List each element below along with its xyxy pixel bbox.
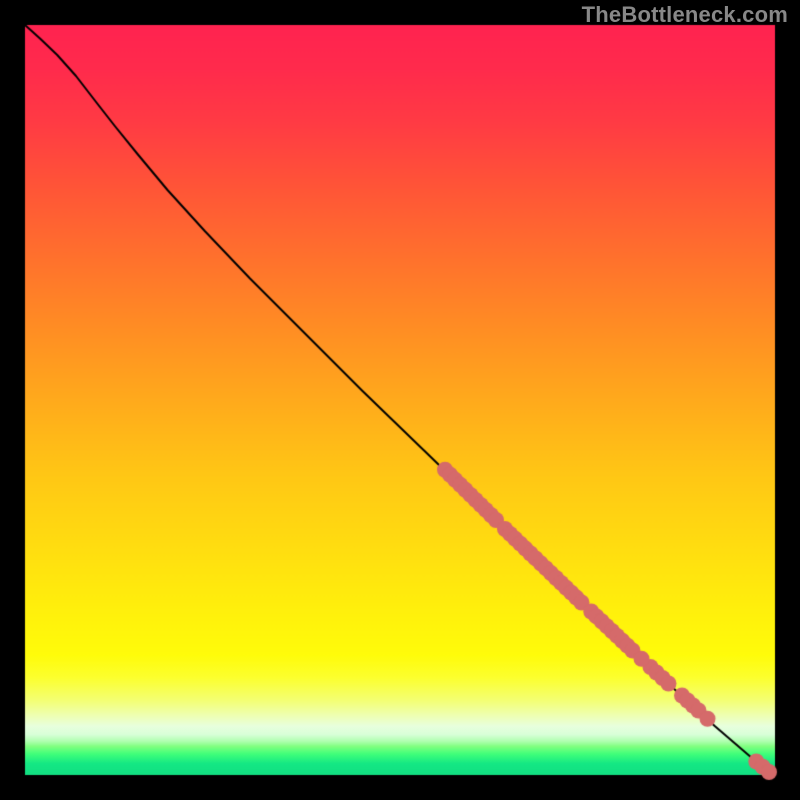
bottleneck-gradient-chart [0, 0, 800, 800]
watermark-text: TheBottleneck.com [582, 2, 788, 28]
